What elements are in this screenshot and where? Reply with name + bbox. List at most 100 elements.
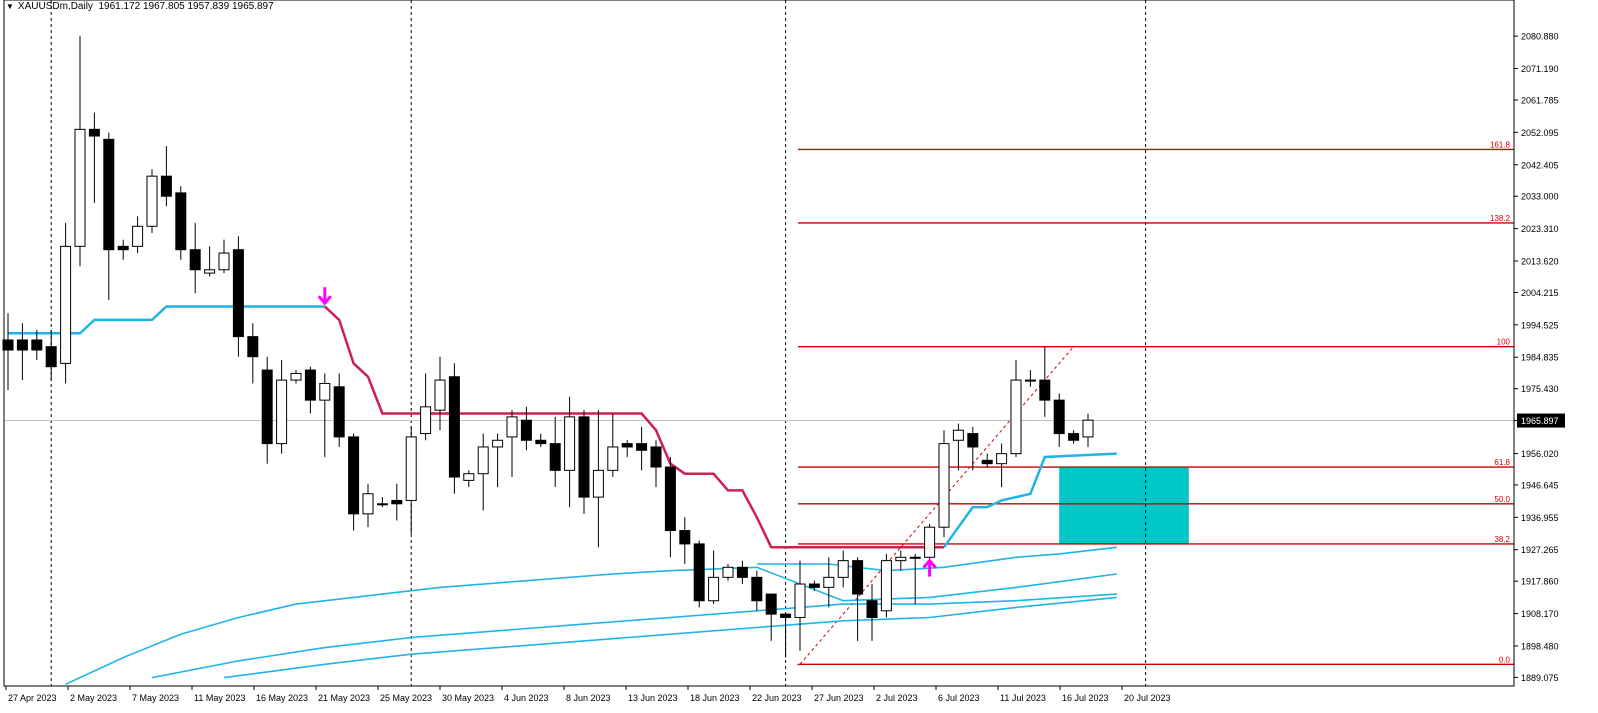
- plot-frame: [3, 0, 1515, 687]
- moving-average-line-3: [223, 596, 1117, 679]
- y-tick-label-10: 1984.835: [1521, 353, 1559, 363]
- candle-50: [722, 563, 734, 581]
- x-tick-label-14: 2 Jul 2023: [876, 693, 918, 703]
- candle-63: [909, 553, 921, 605]
- x-tick-label-12: 22 Jun 2023: [752, 693, 802, 703]
- candle-11: [160, 146, 172, 207]
- candle-body-27: [391, 499, 403, 505]
- x-tick-label-9: 8 Jun 2023: [566, 693, 611, 703]
- candle-4: [60, 222, 72, 384]
- candle-75: [1082, 413, 1094, 447]
- y-tick-label-9: 1994.525: [1521, 320, 1559, 330]
- candle-57: [823, 557, 835, 608]
- candle-body-44: [636, 443, 648, 451]
- candle-45: [650, 440, 662, 488]
- y-tick-label-11: 1975.430: [1521, 384, 1559, 394]
- x-tick-label-2: 7 May 2023: [132, 693, 179, 703]
- candle-47: [679, 517, 691, 564]
- y-tick-label-16: 1927.265: [1521, 545, 1559, 555]
- candle-body-15: [218, 252, 230, 271]
- x-tick-label-0: 27 Apr 2023: [8, 693, 57, 703]
- candle-body-75: [1082, 419, 1094, 438]
- candle-68: [981, 453, 993, 468]
- y-tick-label-18: 1908.170: [1521, 609, 1559, 619]
- candle-body-2: [31, 339, 43, 351]
- candle-body-28: [405, 436, 417, 501]
- candle-9: [132, 216, 144, 254]
- fib-diagonal: [799, 346, 1074, 665]
- candle-12: [175, 186, 187, 260]
- candle-body-72: [1039, 379, 1051, 401]
- candle-body-52: [751, 576, 763, 602]
- y-tick-label-20: 1889.075: [1521, 673, 1559, 683]
- x-tick-label-17: 16 Jul 2023: [1062, 693, 1109, 703]
- candle-body-18: [261, 369, 273, 445]
- y-tick-label-2: 2061.785: [1521, 95, 1559, 105]
- candle-body-20: [290, 372, 302, 381]
- candle-14: [204, 246, 216, 277]
- candle-body-71: [1024, 379, 1036, 382]
- candle-body-8: [117, 245, 129, 251]
- moving-average-line-1: [65, 566, 1117, 686]
- y-tick-label-12: 1965.897: [1521, 416, 1559, 426]
- candle-body-70: [1010, 379, 1022, 455]
- candle-72: [1039, 346, 1051, 417]
- fib-label-138.2: 138.2: [1490, 214, 1511, 223]
- x-tick-label-18: 20 Jul 2023: [1124, 693, 1171, 703]
- candle-33: [477, 433, 489, 511]
- y-tick-label-7: 2013.620: [1521, 257, 1559, 267]
- candle-70: [1010, 360, 1022, 457]
- candle-56: [808, 580, 820, 591]
- x-tick-label-16: 11 Jul 2023: [1000, 693, 1046, 703]
- candle-59: [852, 557, 864, 641]
- x-tick-label-1: 2 May 2023: [70, 693, 117, 703]
- candle-body-51: [736, 566, 748, 578]
- candle-39: [564, 396, 576, 508]
- candle-73: [1053, 393, 1065, 447]
- y-tick-label-13: 1956.020: [1521, 449, 1559, 459]
- candle-31: [448, 363, 460, 494]
- fib-label-50.0: 50.0: [1494, 495, 1510, 504]
- candle-body-25: [362, 493, 374, 515]
- candle-36: [520, 406, 532, 451]
- candle-24: [348, 433, 360, 531]
- candle-body-42: [607, 446, 619, 471]
- symbol-label: XAUUSDm,Daily: [17, 1, 93, 12]
- candle-body-45: [650, 446, 662, 468]
- candle-body-49: [708, 576, 720, 602]
- candle-body-63: [909, 556, 921, 559]
- candle-21: [304, 366, 316, 414]
- candle-52: [751, 570, 763, 611]
- candle-body-48: [693, 543, 705, 602]
- candle-58: [837, 550, 849, 588]
- candle-body-10: [146, 175, 158, 227]
- candle-body-14: [204, 269, 216, 274]
- candle-body-65: [938, 443, 950, 528]
- candle-body-59: [852, 560, 864, 595]
- candle-27: [391, 483, 403, 521]
- candle-body-69: [996, 453, 1008, 465]
- candle-body-9: [132, 225, 144, 247]
- candle-64: [924, 523, 936, 561]
- candle-body-68: [981, 459, 993, 465]
- candle-body-33: [477, 446, 489, 475]
- candle-74: [1068, 430, 1080, 444]
- candle-body-46: [664, 466, 676, 532]
- x-tick-label-6: 25 May 2023: [380, 693, 432, 703]
- candle-67: [967, 426, 979, 471]
- fib-label-161.8: 161.8: [1490, 140, 1511, 149]
- candle-16: [232, 236, 244, 357]
- candle-body-41: [592, 469, 604, 498]
- candle-body-13: [189, 249, 201, 271]
- x-tick-label-4: 16 May 2023: [256, 693, 308, 703]
- candle-body-0: [2, 339, 14, 351]
- candle-body-30: [434, 379, 446, 411]
- candle-body-4: [60, 245, 72, 364]
- triangle-down-icon[interactable]: ▼: [6, 2, 14, 11]
- trend-line-blue-2: [942, 452, 1117, 549]
- candle-46: [664, 456, 676, 558]
- candle-6: [88, 112, 100, 203]
- candle-0: [2, 313, 14, 391]
